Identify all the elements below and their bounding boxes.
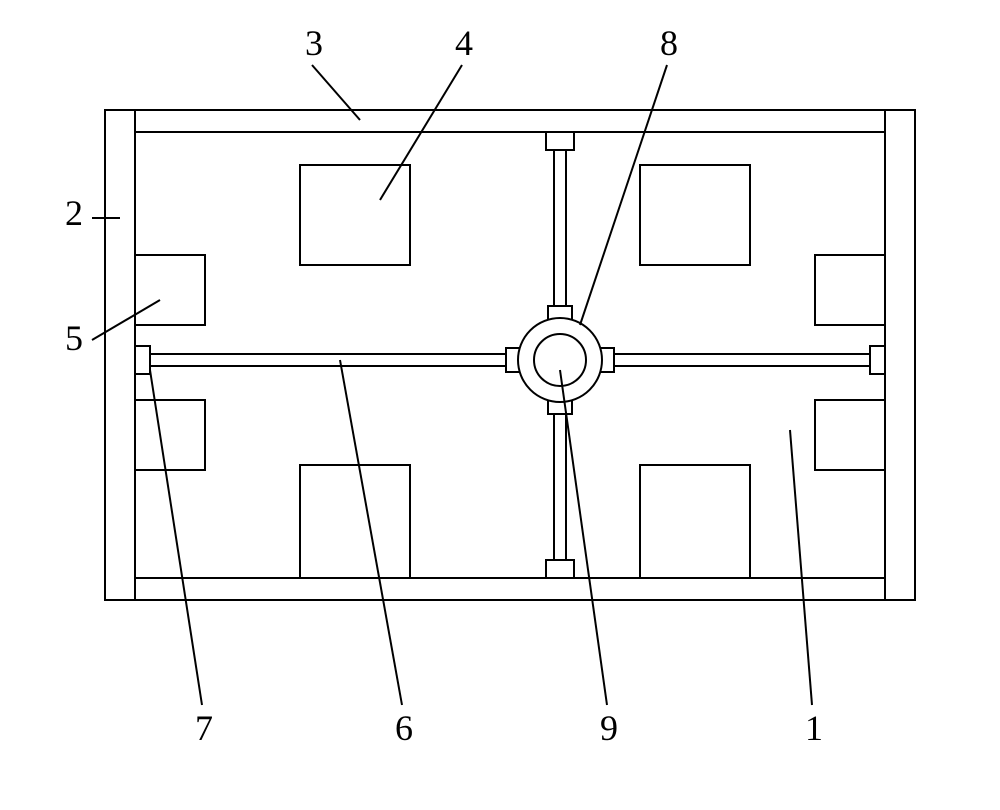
large-block-3 [640,465,750,578]
label-1: 1 [805,708,823,748]
large-block-1 [640,165,750,265]
label-9: 9 [600,708,618,748]
label-2: 2 [65,193,83,233]
label-4: 4 [455,23,473,63]
cap-top [546,132,574,150]
small-block-0 [135,255,205,325]
center-ring-inner [534,334,586,386]
label-6: 6 [395,708,413,748]
arm-up [554,150,566,318]
arm-right [602,354,870,366]
arm-down [554,402,566,560]
arm-left [150,354,518,366]
label-8: 8 [660,23,678,63]
bottom-bar [135,578,885,600]
small-block-2 [815,255,885,325]
left-side-bar [105,110,135,600]
large-block-2 [300,465,410,578]
right-side-bar [885,110,915,600]
large-block-0 [300,165,410,265]
label-3: 3 [305,23,323,63]
top-bar [135,110,885,132]
label-7: 7 [195,708,213,748]
label-5: 5 [65,318,83,358]
cap-left [135,346,150,374]
small-block-1 [135,400,205,470]
diagram-canvas: 2 3 4 5 8 7 6 9 1 [0,0,1000,810]
cap-right [870,346,885,374]
cap-bottom [546,560,574,578]
small-block-3 [815,400,885,470]
